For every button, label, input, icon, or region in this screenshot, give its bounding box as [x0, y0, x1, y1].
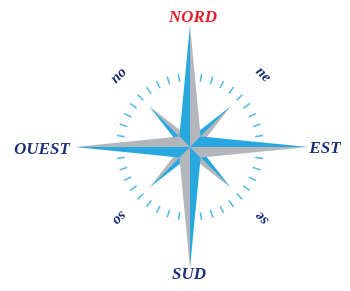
- compass-rose: NORD SUD EST OUEST ne no se so: [0, 0, 350, 291]
- tick: [200, 74, 201, 82]
- tick: [130, 104, 136, 109]
- star-point: [179, 147, 190, 268]
- tick: [120, 124, 128, 126]
- label-northeast: ne: [252, 64, 274, 86]
- star-point: [75, 136, 190, 147]
- label-northwest: no: [107, 64, 130, 87]
- star-point: [75, 147, 190, 158]
- tick: [117, 135, 125, 136]
- star: [75, 25, 308, 268]
- tick: [138, 194, 144, 200]
- label-south: SUD: [172, 264, 206, 283]
- star-point: [179, 25, 190, 147]
- tick: [200, 212, 201, 220]
- tick: [249, 113, 256, 117]
- tick: [243, 104, 249, 109]
- label-north: NORD: [168, 7, 217, 26]
- tick: [210, 210, 212, 218]
- tick: [237, 95, 243, 101]
- tick: [243, 186, 249, 191]
- label-east: EST: [308, 138, 341, 157]
- tick: [156, 206, 160, 213]
- tick: [117, 157, 125, 158]
- label-southeast: se: [251, 208, 272, 229]
- tick: [124, 113, 131, 117]
- label-west: OUEST: [14, 139, 70, 158]
- tick: [253, 167, 261, 169]
- tick: [147, 87, 152, 93]
- tick: [130, 186, 136, 191]
- tick: [167, 210, 169, 218]
- tick: [255, 157, 263, 158]
- tick: [255, 135, 263, 136]
- tick: [229, 87, 234, 93]
- tick: [249, 177, 256, 181]
- tick: [138, 95, 144, 101]
- tick: [147, 200, 152, 206]
- tick: [220, 206, 224, 213]
- tick: [210, 77, 212, 85]
- tick: [120, 167, 128, 169]
- tick: [253, 124, 261, 126]
- tick: [167, 77, 169, 85]
- tick: [178, 212, 179, 220]
- label-southwest: so: [109, 207, 130, 228]
- star-point: [190, 147, 308, 158]
- tick: [178, 74, 179, 82]
- tick: [237, 194, 243, 200]
- tick: [156, 81, 160, 88]
- star-point: [190, 136, 308, 147]
- star-point: [190, 25, 201, 147]
- star-point: [190, 147, 201, 268]
- tick: [124, 177, 131, 181]
- tick: [220, 81, 224, 88]
- tick: [229, 200, 234, 206]
